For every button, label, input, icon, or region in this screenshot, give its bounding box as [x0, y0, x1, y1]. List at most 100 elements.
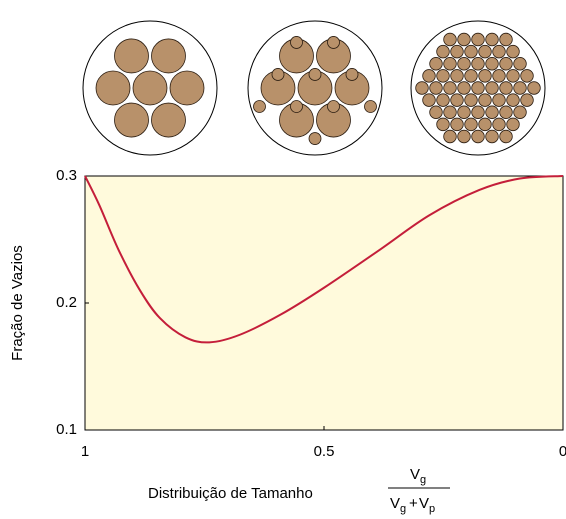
particle — [528, 82, 541, 95]
fraction-term: Vp — [419, 495, 435, 515]
term-subscript: g — [400, 503, 406, 515]
particle — [430, 82, 443, 95]
particle — [437, 45, 450, 58]
particle — [472, 106, 485, 119]
particle — [152, 103, 186, 137]
particle — [430, 57, 443, 70]
particle — [465, 118, 478, 131]
term-base: V — [410, 466, 420, 483]
particle — [479, 45, 492, 58]
particle — [500, 106, 513, 119]
particle — [500, 82, 513, 95]
particle — [451, 94, 464, 107]
term-subscript: g — [420, 474, 426, 486]
particle — [423, 70, 436, 83]
fraction-operator: + — [409, 495, 418, 512]
particle — [291, 36, 303, 48]
particle — [444, 106, 457, 119]
particle — [309, 68, 321, 80]
particle — [507, 45, 520, 58]
particle — [500, 130, 513, 143]
particle — [479, 70, 492, 83]
x-tick-label: 0.5 — [314, 443, 335, 460]
y-tick-label: 0.2 — [56, 294, 77, 311]
particle — [96, 71, 130, 105]
term-base: V — [390, 495, 400, 512]
particle — [328, 101, 340, 113]
particle — [328, 36, 340, 48]
particle — [493, 45, 506, 58]
fraction-term: Vg — [390, 495, 406, 515]
particle — [152, 39, 186, 73]
particle — [444, 82, 457, 95]
particle — [437, 70, 450, 83]
particle — [514, 57, 527, 70]
particle — [521, 70, 534, 83]
plot-area — [85, 176, 563, 430]
fraction-term: Vg — [410, 466, 426, 486]
particle — [500, 57, 513, 70]
particle — [486, 106, 499, 119]
particle — [346, 68, 358, 80]
particle — [458, 33, 471, 46]
particle — [115, 39, 149, 73]
particle — [479, 118, 492, 131]
particle — [170, 71, 204, 105]
particle — [507, 94, 520, 107]
particle — [437, 118, 450, 131]
term-subscript: p — [429, 503, 435, 515]
particle — [472, 130, 485, 143]
particle — [507, 70, 520, 83]
particle — [254, 101, 266, 113]
particle — [458, 82, 471, 95]
particle — [465, 45, 478, 58]
particle — [493, 118, 506, 131]
particle — [423, 94, 436, 107]
particle — [444, 57, 457, 70]
particle — [472, 57, 485, 70]
particle — [486, 33, 499, 46]
particle — [465, 70, 478, 83]
particle — [444, 33, 457, 46]
particle — [291, 101, 303, 113]
y-tick-label: 0.3 — [56, 167, 77, 184]
particle — [472, 33, 485, 46]
x-axis-label: Distribuição de Tamanho — [148, 485, 313, 502]
term-base: V — [419, 495, 429, 512]
particle — [486, 82, 499, 95]
particle — [514, 106, 527, 119]
particle — [472, 82, 485, 95]
particle — [486, 130, 499, 143]
particle — [451, 118, 464, 131]
particle — [514, 82, 527, 95]
particle — [500, 33, 513, 46]
particle — [493, 94, 506, 107]
particle — [365, 101, 377, 113]
chart: Fração de Vazios Distribuição de Tamanho… — [0, 0, 566, 519]
x-tick-label: 1 — [81, 443, 89, 460]
particle — [444, 130, 457, 143]
particle — [521, 94, 534, 107]
particle — [486, 57, 499, 70]
particle — [451, 45, 464, 58]
y-tick-label: 0.1 — [56, 421, 77, 438]
particle — [416, 82, 429, 95]
particle — [430, 106, 443, 119]
particle — [458, 57, 471, 70]
particle — [458, 130, 471, 143]
x-tick-label: 0 — [559, 443, 566, 460]
particle — [493, 70, 506, 83]
y-axis-label: Fração de Vazios — [9, 245, 26, 361]
particle — [479, 94, 492, 107]
particle — [437, 94, 450, 107]
particle — [451, 70, 464, 83]
particle — [309, 133, 321, 145]
particle — [465, 94, 478, 107]
particle — [272, 68, 284, 80]
particle — [507, 118, 520, 131]
particle — [115, 103, 149, 137]
particle — [458, 106, 471, 119]
packing-illustrations — [83, 21, 545, 155]
particle — [133, 71, 167, 105]
